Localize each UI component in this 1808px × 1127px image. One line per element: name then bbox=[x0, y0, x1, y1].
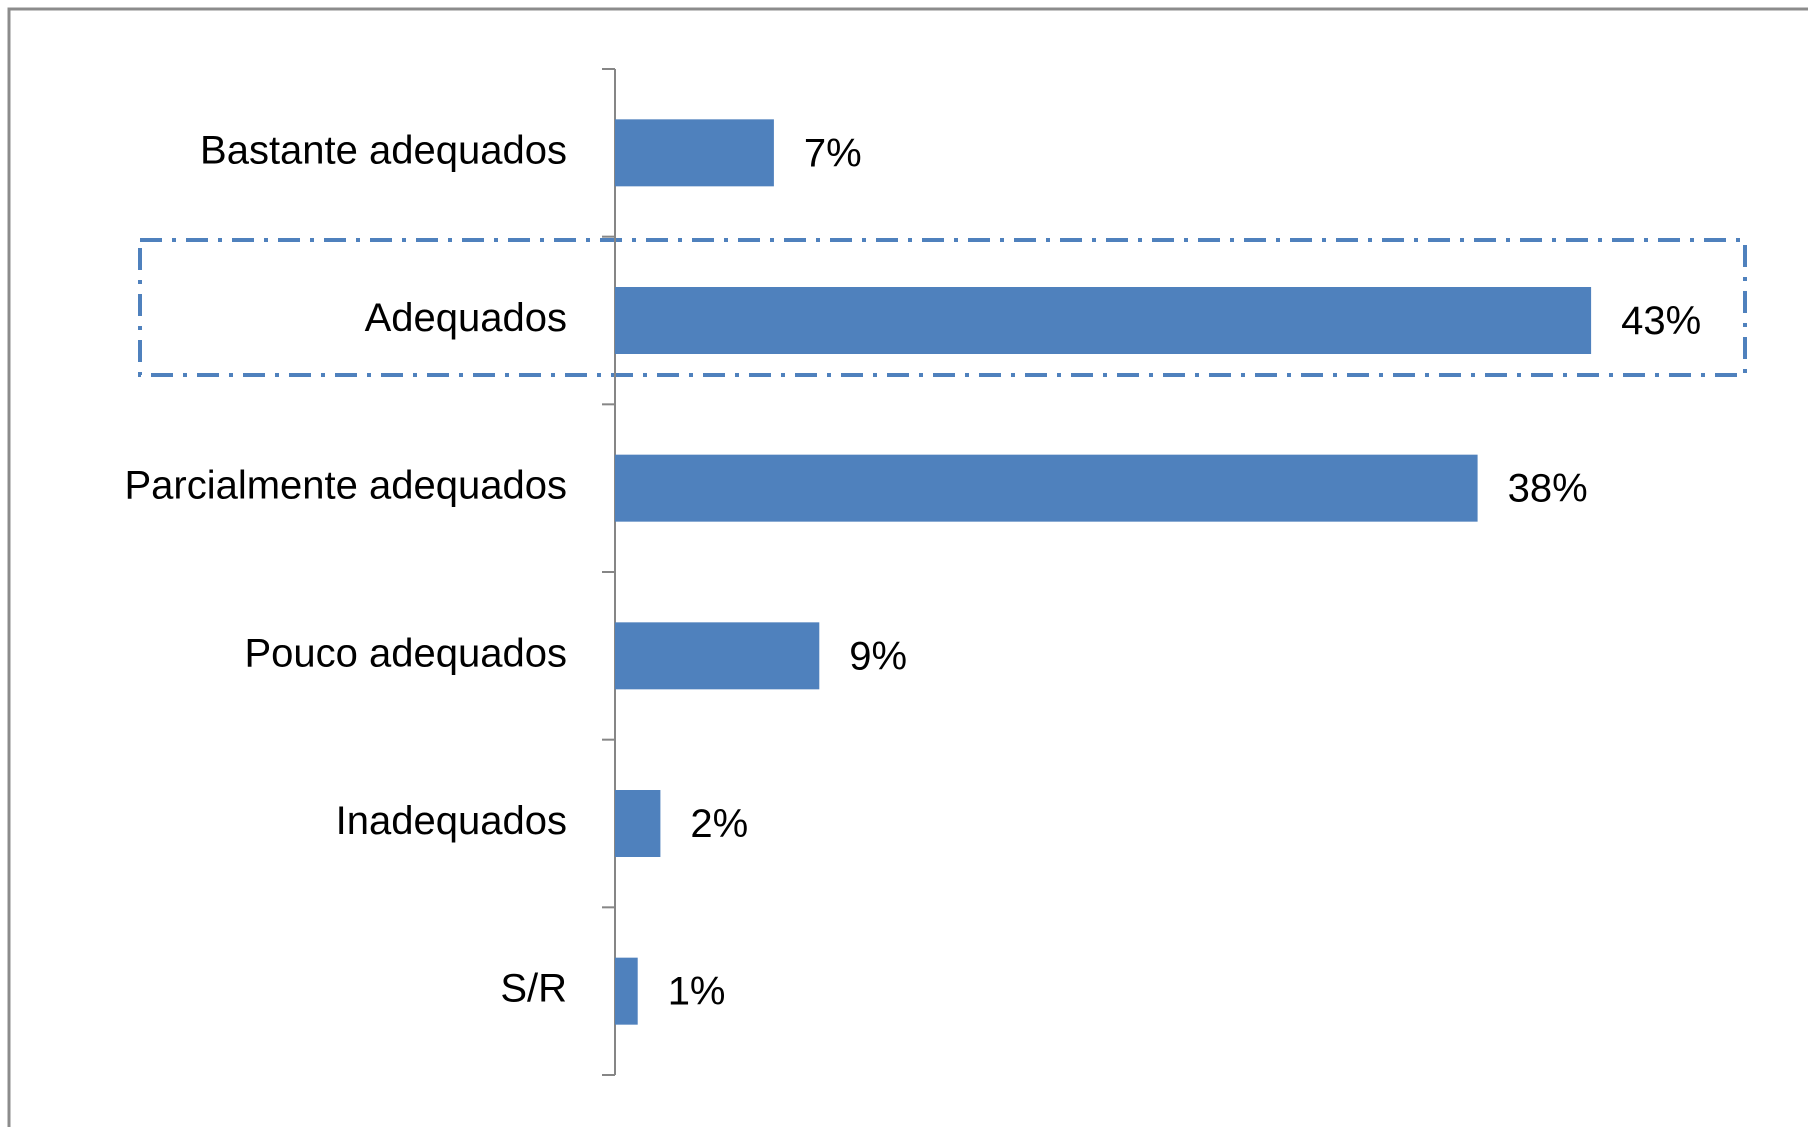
bar bbox=[615, 622, 820, 690]
data-label: 1% bbox=[668, 970, 726, 1014]
chart-frame bbox=[7, 7, 1808, 1127]
bar bbox=[615, 287, 1592, 354]
category-label: S/R bbox=[500, 967, 567, 1011]
data-label: 38% bbox=[1508, 467, 1588, 511]
bar bbox=[615, 454, 1478, 522]
data-label: 2% bbox=[690, 802, 748, 846]
category-label: Inadequados bbox=[336, 799, 567, 843]
data-label: 43% bbox=[1621, 299, 1701, 343]
category-label: Bastante adequados bbox=[200, 128, 567, 172]
category-label: Parcialmente adequados bbox=[124, 464, 567, 508]
category-label: Adequados bbox=[365, 296, 567, 340]
bar bbox=[615, 790, 661, 857]
bar bbox=[615, 957, 638, 1025]
data-label: 9% bbox=[849, 634, 907, 678]
category-label: Pouco adequados bbox=[245, 631, 568, 675]
bar bbox=[615, 119, 774, 187]
data-label: 7% bbox=[804, 131, 862, 175]
highlight-box bbox=[138, 238, 1747, 377]
